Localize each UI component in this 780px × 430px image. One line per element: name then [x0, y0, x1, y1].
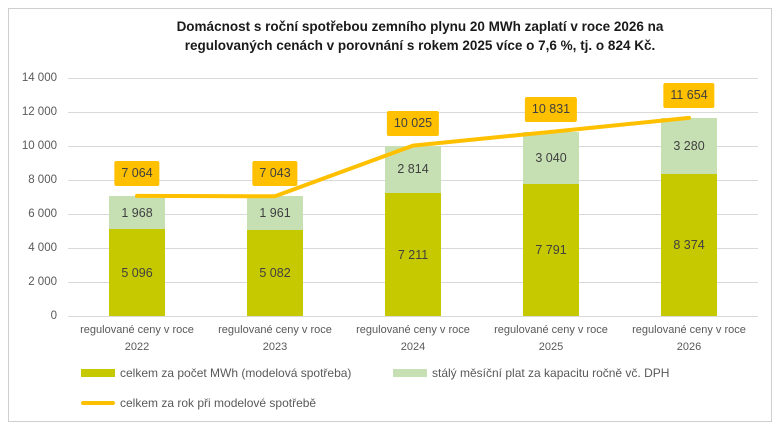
x-axis-category-label: regulované ceny v roce 2022 [57, 322, 217, 356]
y-axis-tick-label: 12 000 [21, 106, 57, 118]
legend-row-1: celkem za počet MWh (modelová spotřeba) [81, 364, 351, 382]
bar-value-label: 1 968 [121, 205, 153, 220]
total-value-callout: 10 831 [524, 96, 578, 122]
x-axis-category-label: regulované ceny v roce 2024 [333, 322, 493, 356]
x-axis-category-line2: 2022 [124, 341, 150, 353]
x-axis-category-line2: 2025 [538, 341, 564, 353]
legend-row-2: celkem za rok při modelové spotřebě [81, 394, 316, 412]
legend-label-total-line: celkem za rok při modelové spotřebě [120, 396, 317, 410]
bar-segment-capacity: 3 280 [661, 117, 717, 174]
chart-title: Domácnost s roční spotřebou zemního plyn… [60, 17, 780, 55]
bar-segment-capacity: 1 961 [247, 196, 303, 230]
bar-segment-mwh: 7 791 [523, 183, 579, 316]
gridline [68, 77, 758, 79]
total-value-callout: 10 025 [386, 110, 440, 136]
total-value-callout: 7 043 [252, 161, 298, 187]
bar-segment-mwh: 5 096 [109, 229, 165, 316]
x-axis-category-label: regulované ceny v roce 2026 [609, 322, 769, 356]
bar-value-label: 5 082 [259, 265, 291, 280]
bar-segment-capacity: 1 968 [109, 195, 165, 230]
bar-segment-mwh: 8 374 [661, 173, 717, 316]
legend-label-mwh: celkem za počet MWh (modelová spotřeba) [120, 366, 352, 380]
legend-item-capacity: stálý měsíční plat za kapacitu ročně vč.… [393, 366, 669, 380]
bar-value-label: 7 211 [397, 247, 429, 262]
legend-swatch-mwh [81, 369, 115, 377]
bar-value-label: 8 374 [673, 237, 705, 252]
legend-item-mwh: celkem za počet MWh (modelová spotřeba) [81, 366, 351, 380]
y-axis-tick-label: 14 000 [21, 72, 57, 84]
legend-row-1b: stálý měsíční plat za kapacitu ročně vč.… [393, 364, 669, 382]
legend-swatch-capacity [393, 369, 427, 377]
bar-value-label: 7 791 [535, 242, 567, 257]
x-axis-category-line2: 2026 [676, 341, 702, 353]
bar-value-label: 5 096 [121, 265, 153, 280]
legend-swatch-total-line [81, 401, 115, 405]
x-axis-category-line2: 2023 [262, 341, 288, 353]
chart-title-line1: Domácnost s roční spotřebou zemního plyn… [176, 19, 664, 34]
y-axis-tick-label: 0 [50, 310, 57, 322]
x-axis-category-line1: regulované ceny v roce [218, 324, 332, 336]
x-axis-category-label: regulované ceny v roce 2023 [195, 322, 355, 356]
x-axis-category-label: regulované ceny v roce 2025 [471, 322, 631, 356]
x-axis-category-line1: regulované ceny v roce [632, 324, 746, 336]
bar-value-label: 2 814 [397, 162, 429, 177]
bar-value-label: 3 280 [673, 138, 705, 153]
y-axis-tick-label: 2 000 [28, 276, 57, 288]
gridline [68, 315, 758, 317]
bar-segment-mwh: 5 082 [247, 229, 303, 316]
legend-item-total-line: celkem za rok při modelové spotřebě [81, 396, 316, 410]
bar-segment-capacity: 2 814 [385, 145, 441, 194]
chart-title-line2: regulovaných cenách v porovnání s rokem … [184, 38, 656, 53]
y-axis-tick-label: 4 000 [28, 242, 57, 254]
y-axis-tick-label: 10 000 [21, 140, 57, 152]
legend-label-capacity: stálý měsíční plat za kapacitu ročně vč.… [432, 366, 670, 380]
x-axis-category-line2: 2024 [400, 341, 426, 353]
bar-segment-mwh: 7 211 [385, 193, 441, 316]
bar-segment-capacity: 3 040 [523, 131, 579, 184]
x-axis-category-line1: regulované ceny v roce [356, 324, 470, 336]
y-axis-tick-label: 8 000 [28, 174, 57, 186]
bar-value-label: 3 040 [535, 150, 567, 165]
x-axis-category-line1: regulované ceny v roce [494, 324, 608, 336]
x-axis-category-line1: regulované ceny v roce [80, 324, 194, 336]
y-axis-tick-label: 6 000 [28, 208, 57, 220]
total-value-callout: 7 064 [114, 160, 160, 186]
bar-value-label: 1 961 [259, 205, 291, 220]
total-value-callout: 11 654 [663, 82, 715, 108]
